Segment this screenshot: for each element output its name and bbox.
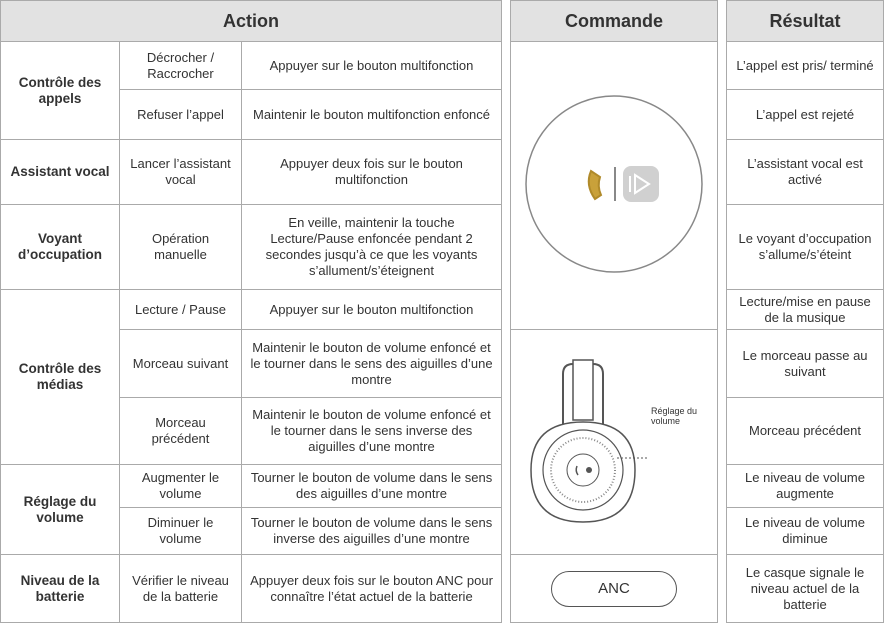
table-row: Assistant vocal Lancer l’assistant vocal A…	[0, 140, 884, 205]
header-action: Action	[0, 0, 503, 42]
table-row: Morceau suivant Maintenir le bouton de vo…	[0, 330, 884, 555]
sub-action: Décrocher / Raccrocher	[120, 42, 242, 90]
spacer	[502, 508, 510, 555]
result: Morceau précédent	[726, 398, 884, 465]
spacer	[502, 330, 510, 398]
table-row: Voyant d’occupation Opération manuelle En …	[0, 205, 884, 290]
table-row: Morceau précédent Maintenir le bouton de …	[0, 398, 884, 465]
sub-action: Augmenter le volume	[120, 465, 242, 508]
group-label: Réglage du volume	[0, 465, 120, 555]
command-cell: ANC	[510, 555, 719, 623]
spacer	[502, 140, 510, 205]
action-description: Maintenir le bouton multifonction enfonc…	[242, 90, 503, 140]
result: Lecture/mise en pause de la musique	[726, 290, 884, 330]
command-cell	[510, 42, 719, 330]
spacer	[502, 290, 510, 330]
result: Le niveau de volume diminue	[726, 508, 884, 555]
sub-action: Lecture / Pause	[120, 290, 242, 330]
sub-action: Vérifier le niveau de la batterie	[120, 555, 242, 623]
sub-action: Morceau précédent	[120, 398, 242, 465]
command-cell: Réglage du volume	[510, 330, 719, 555]
table-row: Réglage du volume Augmenter le volume Tour…	[0, 465, 884, 555]
group-label: Contrôle des appels	[0, 42, 120, 140]
table-row: Diminuer le volume Tourner le bouton de v…	[0, 508, 884, 555]
spacer	[502, 555, 510, 623]
button-illustration	[525, 94, 703, 273]
spacer	[502, 398, 510, 465]
group-label: Contrôle des médias	[0, 290, 120, 465]
group-label: Assistant vocal	[0, 140, 120, 205]
spacer	[718, 290, 726, 330]
result: L’appel est rejeté	[726, 90, 884, 140]
header-result: Résultat	[726, 0, 884, 42]
sub-action: Morceau suivant	[120, 330, 242, 398]
spacer	[502, 465, 510, 508]
header-command: Commande	[510, 0, 719, 42]
headphone-illustration	[530, 359, 648, 523]
table-row: Niveau de la batterie Vérifier le niveau …	[0, 555, 884, 623]
spacer	[718, 465, 726, 508]
action-description: Appuyer deux fois sur le bouton ANC pour…	[242, 555, 503, 623]
result: Le niveau de volume augmente	[726, 465, 884, 508]
group-label: Niveau de la batterie	[0, 555, 120, 623]
group-label: Voyant d’occupation	[0, 205, 120, 290]
spacer	[718, 555, 726, 623]
table-row: Refuser l’appel Maintenir le bouton multi…	[0, 90, 884, 140]
anc-button: ANC	[551, 570, 678, 607]
spacer	[718, 398, 726, 465]
spacer	[718, 42, 726, 90]
action-description: Tourner le bouton de volume dans le sens…	[242, 465, 503, 508]
action-description: Appuyer sur le bouton multifonction	[242, 42, 503, 90]
spacer	[718, 140, 726, 205]
spacer	[718, 330, 726, 398]
action-description: Maintenir le bouton de volume enfoncé et…	[242, 330, 503, 398]
result: Le morceau passe au suivant	[726, 330, 884, 398]
result: Le casque signale le niveau actuel de la…	[726, 555, 884, 623]
spacer	[502, 90, 510, 140]
sub-action: Opération manuelle	[120, 205, 242, 290]
result: L’assistant vocal est activé	[726, 140, 884, 205]
table-row: Contrôle des médias Lecture / Pause Appuye…	[0, 290, 884, 465]
action-description: En veille, maintenir la touche Lecture/P…	[242, 205, 503, 290]
spacer	[718, 508, 726, 555]
action-description: Maintenir le bouton de volume enfoncé et…	[242, 398, 503, 465]
volume-label: Réglage du volume	[651, 406, 698, 426]
action-description: Appuyer deux fois sur le bouton multifon…	[242, 140, 503, 205]
spacer	[718, 90, 726, 140]
action-description: Appuyer sur le bouton multifonction	[242, 290, 503, 330]
result: Le voyant d’occupation s’allume/s’éteint	[726, 205, 884, 290]
action-description: Tourner le bouton de volume dans le sens…	[242, 508, 503, 555]
table-row: Contrôle des appels Décrocher / Raccroche…	[0, 42, 884, 330]
sub-action: Lancer l’assistant vocal	[120, 140, 242, 205]
spacer	[502, 42, 510, 90]
spacer	[502, 205, 510, 290]
spacer	[718, 205, 726, 290]
result: L’appel est pris/ terminé	[726, 42, 884, 90]
sub-action: Refuser l’appel	[120, 90, 242, 140]
sub-action: Diminuer le volume	[120, 508, 242, 555]
